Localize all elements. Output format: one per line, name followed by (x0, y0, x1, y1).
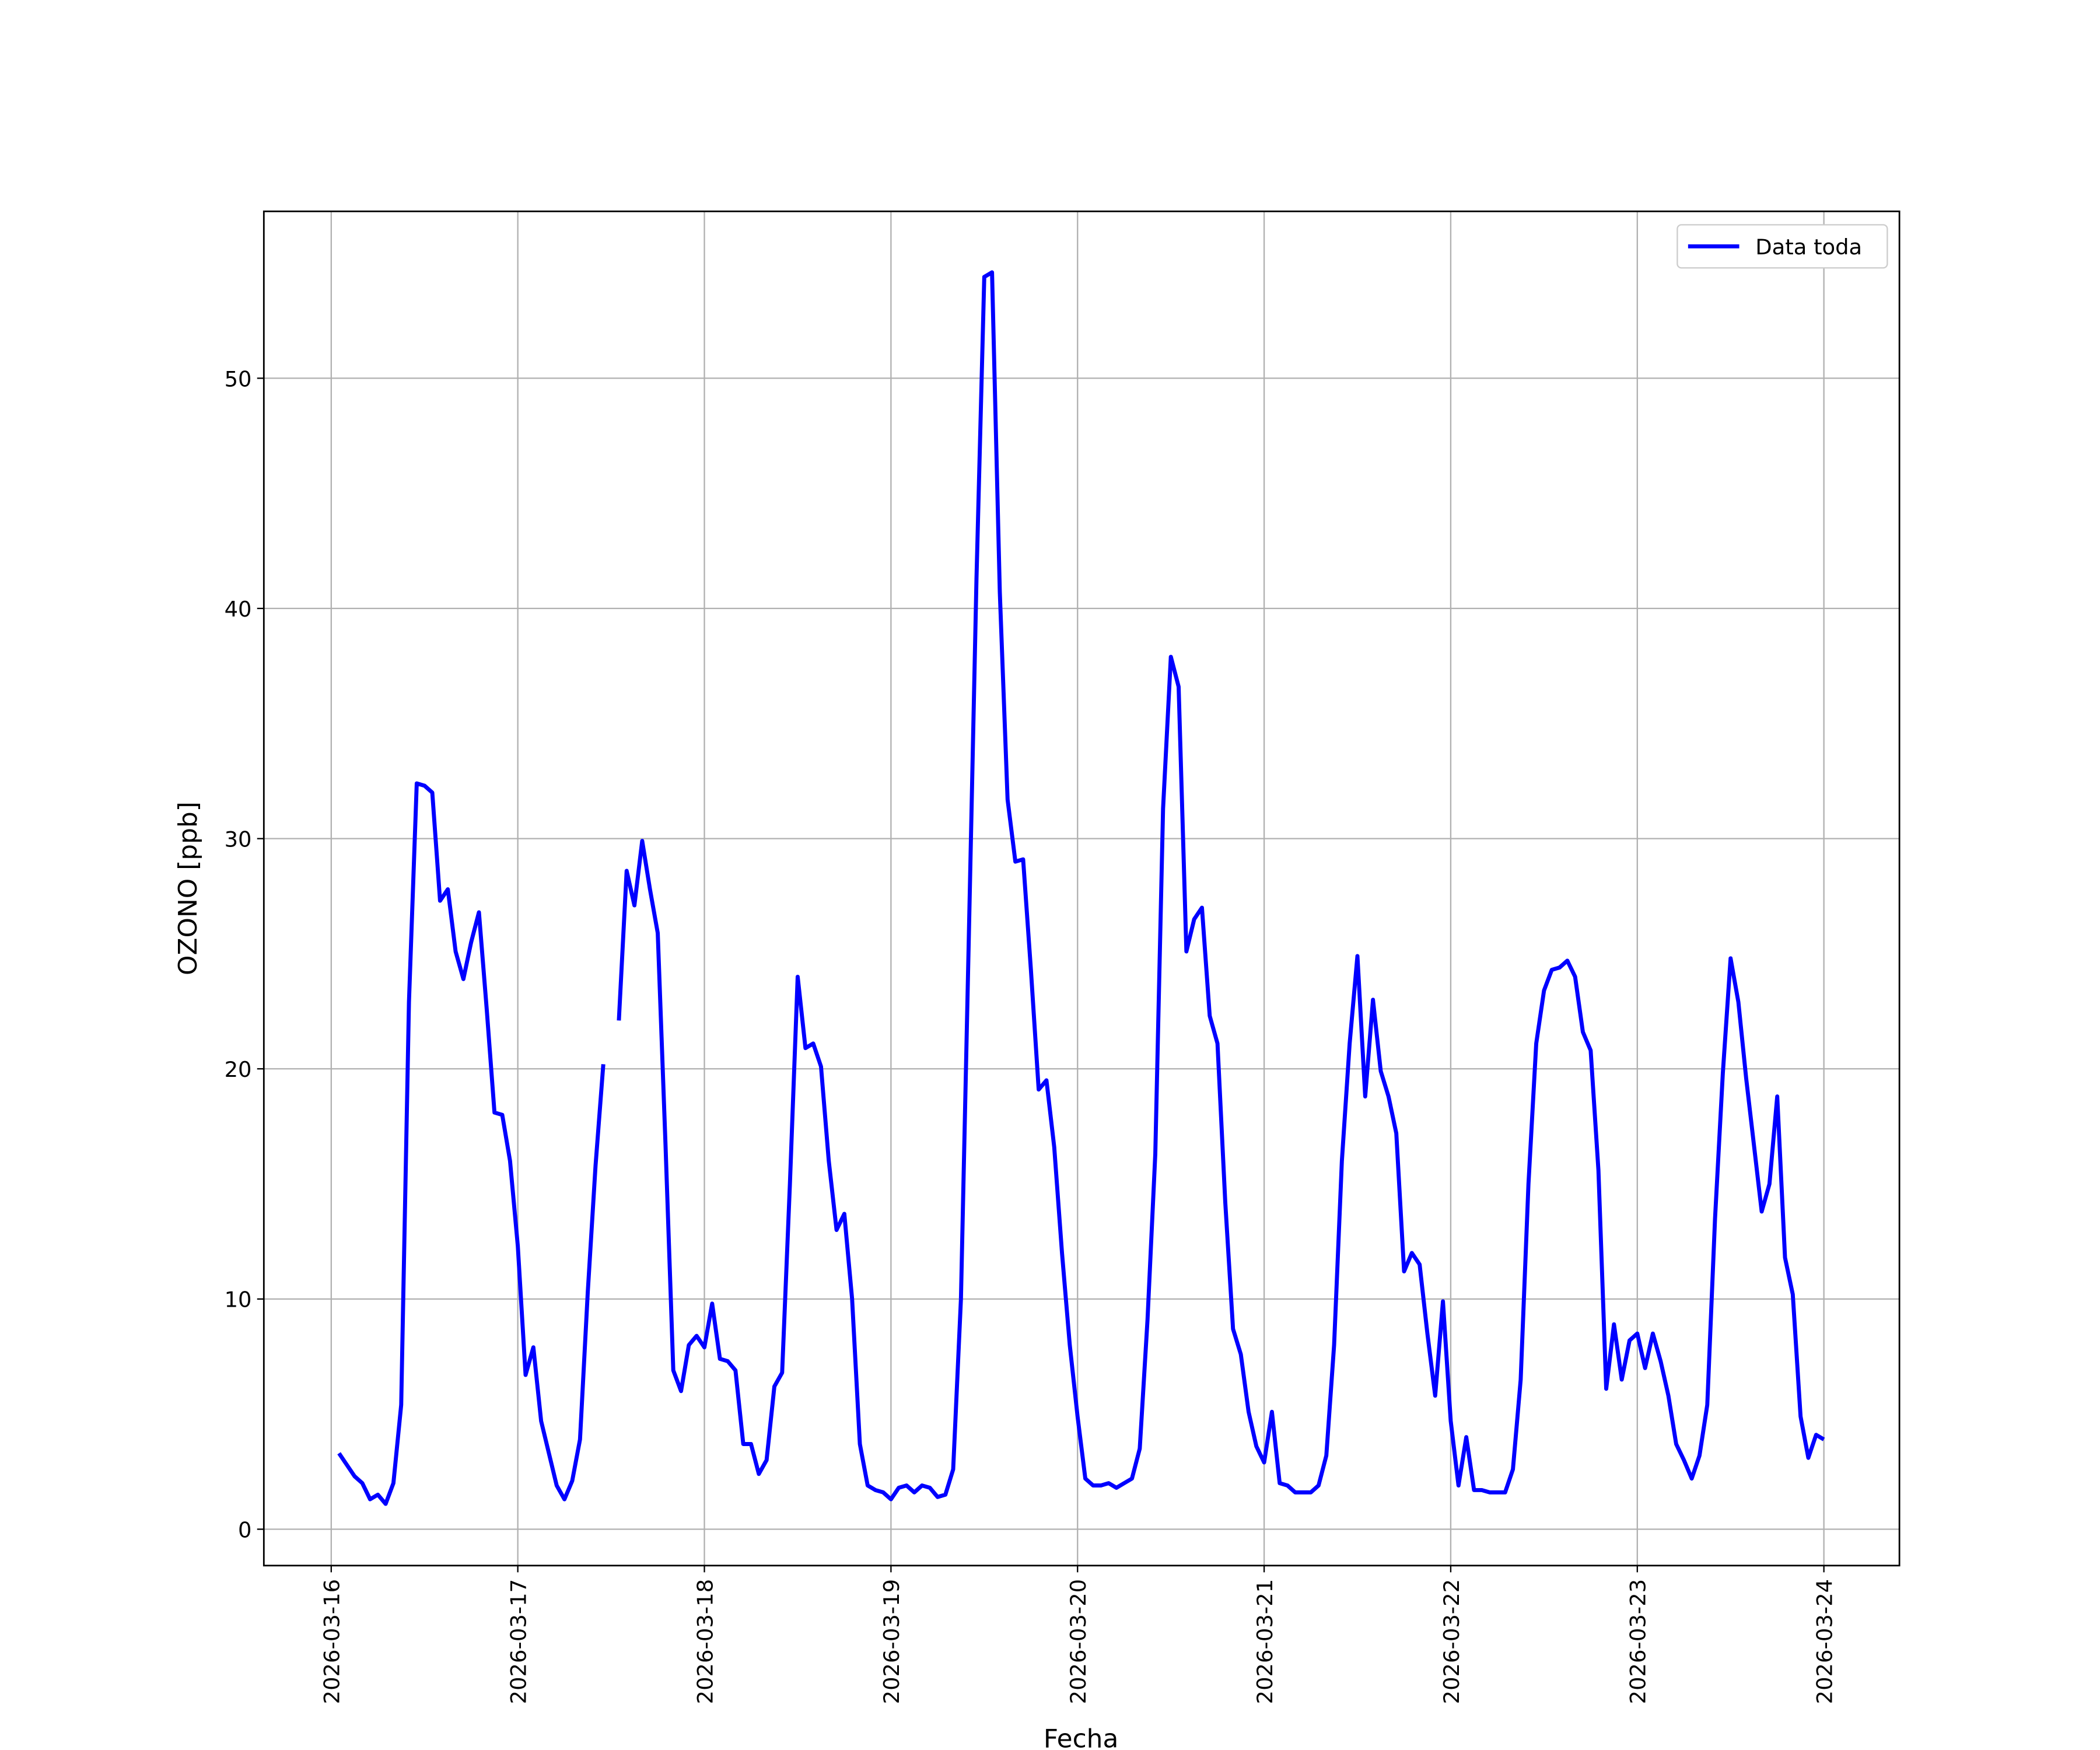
legend-box (1676, 224, 1888, 269)
x-axis-label: Fecha (1044, 1724, 1119, 1750)
x-tick-label: 2026-03-19 (879, 1579, 904, 1704)
data-line (337, 270, 1825, 1506)
y-tick-label: 50 (225, 366, 252, 391)
y-tick-label: 10 (225, 1287, 252, 1312)
y-tick-label: 20 (225, 1057, 252, 1082)
legend-label: Data toda (1755, 235, 1862, 260)
y-tick-label: 30 (225, 827, 252, 852)
y-tick-label: 40 (225, 597, 252, 622)
x-tick-label: 2026-03-18 (692, 1579, 718, 1704)
y-axis-label: OZONO [ppb] (173, 802, 203, 975)
x-tick-label: 2026-03-16 (320, 1579, 345, 1704)
x-tick-label: 2026-03-24 (1812, 1579, 1838, 1704)
x-tick-label: 2026-03-21 (1252, 1579, 1278, 1704)
x-tick-label: 2026-03-20 (1066, 1579, 1091, 1704)
x-tick-label: 2026-03-17 (506, 1579, 531, 1704)
x-tick-label: 2026-03-22 (1439, 1579, 1464, 1704)
y-tick-label: 0 (238, 1517, 251, 1542)
plot-frame (262, 210, 1901, 1567)
x-tick-label: 2026-03-23 (1626, 1579, 1651, 1704)
